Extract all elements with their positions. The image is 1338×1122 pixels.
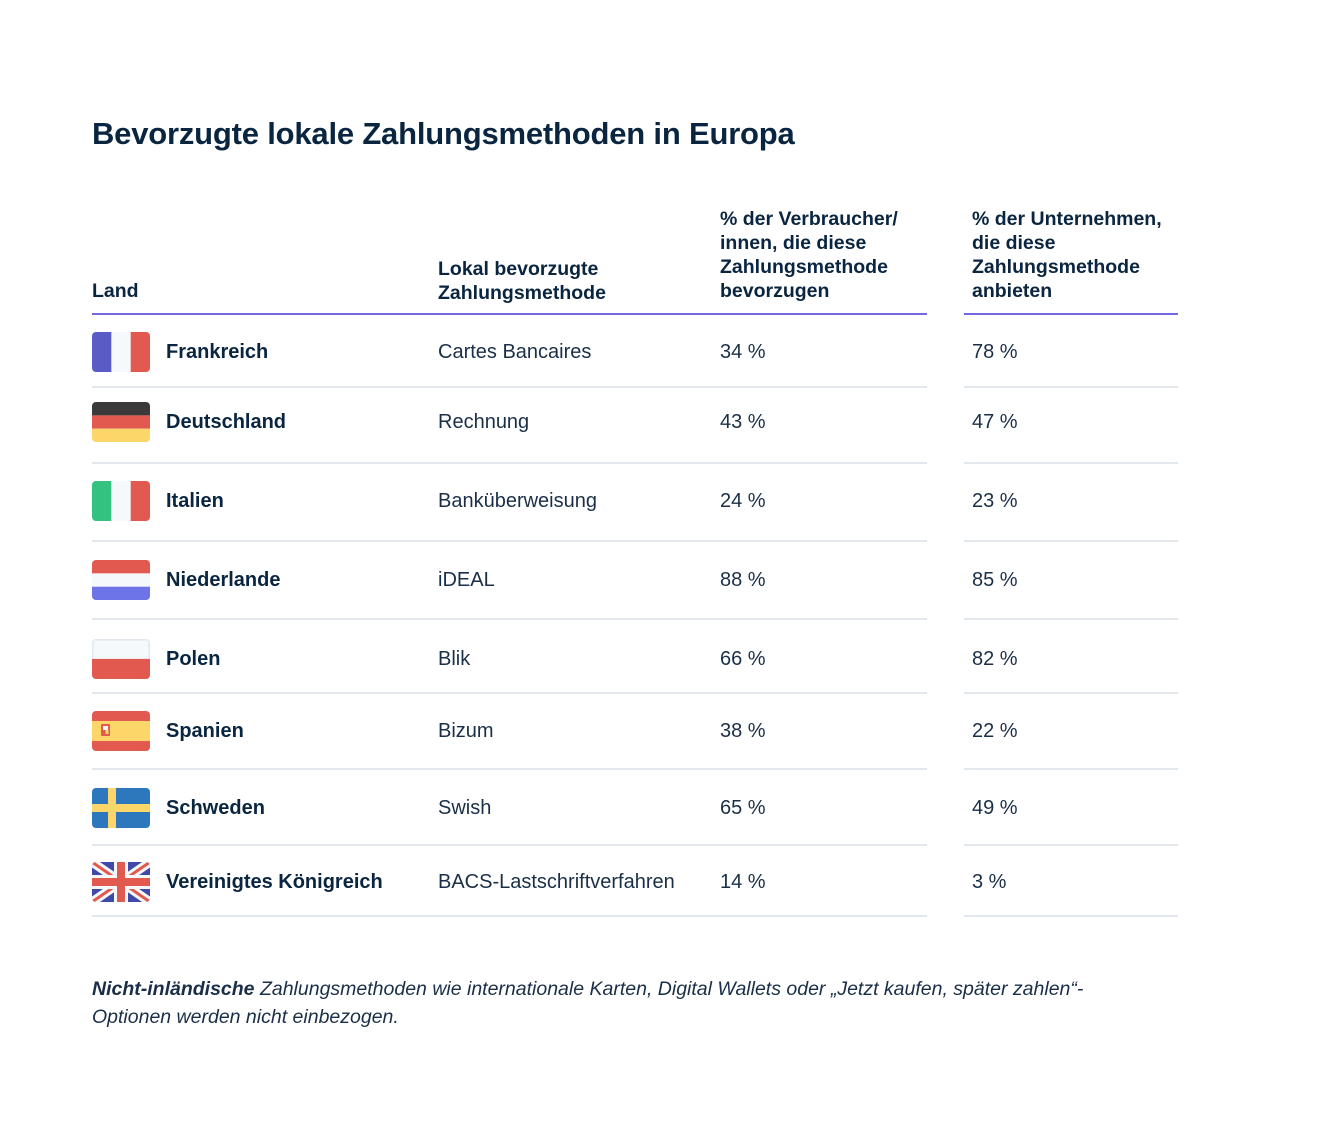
country-name: Spanien — [166, 720, 244, 742]
row-divider — [92, 915, 927, 917]
netherlands-flag-icon — [92, 560, 150, 600]
row-divider — [92, 768, 927, 770]
row-divider — [92, 844, 927, 846]
table-row: Italien Banküberweisung 24 % 23 % — [0, 481, 1338, 521]
business-share: 22 % — [972, 720, 1018, 742]
poland-flag-icon — [92, 639, 150, 679]
consumer-share: 34 % — [720, 341, 766, 363]
country-name: Italien — [166, 490, 224, 512]
footnote: Nicht-inländische Zahlungsmethoden wie i… — [92, 975, 1152, 1031]
table-row: Spanien Bizum 38 % 22 % — [0, 711, 1338, 751]
business-share: 49 % — [972, 797, 1018, 819]
payment-method: Swish — [438, 797, 492, 819]
row-divider — [964, 618, 1178, 620]
germany-flag-icon — [92, 402, 150, 442]
row-divider — [92, 462, 927, 464]
table-row: Niederlande iDEAL 88 % 85 % — [0, 560, 1338, 600]
table-row: Schweden Swish 65 % 49 % — [0, 788, 1338, 828]
business-share: 47 % — [972, 411, 1018, 433]
country-name: Niederlande — [166, 569, 281, 591]
row-divider — [964, 386, 1178, 388]
business-share: 3 % — [972, 871, 1007, 893]
payment-method: Blik — [438, 648, 471, 670]
payment-method: Rechnung — [438, 411, 530, 433]
country-name: Frankreich — [166, 341, 269, 363]
consumer-share: 14 % — [720, 871, 766, 893]
row-divider — [964, 692, 1178, 694]
payment-method: Cartes Bancaires — [438, 341, 592, 363]
consumer-share: 38 % — [720, 720, 766, 742]
header-method: Lokal bevorzugte Zahlungsmethode — [438, 258, 606, 304]
payment-method: iDEAL — [438, 569, 495, 591]
table-row: Vereinigtes Königreich BACS-Lastschriftv… — [0, 862, 1338, 902]
consumer-share: 66 % — [720, 648, 766, 670]
row-divider — [964, 540, 1178, 542]
consumer-share: 43 % — [720, 411, 766, 433]
row-divider — [92, 386, 927, 388]
page-title: Bevorzugte lokale Zahlungsmethoden in Eu… — [92, 116, 795, 151]
consumer-share: 88 % — [720, 569, 766, 591]
france-flag-icon — [92, 332, 150, 372]
payment-method: BACS-Lastschriftverfahren — [438, 871, 675, 893]
payment-method: Banküberweisung — [438, 490, 597, 512]
footnote-emphasis: Nicht-inländische — [92, 978, 255, 1000]
business-share: 78 % — [972, 341, 1018, 363]
payment-method: Bizum — [438, 720, 494, 742]
header-divider-left — [92, 313, 927, 315]
row-divider — [92, 692, 927, 694]
business-share: 85 % — [972, 569, 1018, 591]
consumer-share: 24 % — [720, 490, 766, 512]
uk-flag-icon — [92, 862, 150, 902]
table-row: Frankreich Cartes Bancaires 34 % 78 % — [0, 332, 1338, 372]
italy-flag-icon — [92, 481, 150, 521]
table-row: Polen Blik 66 % 82 % — [0, 639, 1338, 679]
row-divider — [964, 462, 1178, 464]
header-divider-right — [964, 313, 1178, 315]
country-name: Schweden — [166, 797, 265, 819]
spain-flag-icon — [92, 711, 150, 751]
row-divider — [92, 540, 927, 542]
country-name: Vereinigtes Königreich — [166, 871, 383, 893]
header-consumers: % der Verbraucher/ innen, die diese Zahl… — [720, 208, 898, 302]
country-name: Deutschland — [166, 411, 287, 433]
business-share: 82 % — [972, 648, 1018, 670]
row-divider — [92, 618, 927, 620]
row-divider — [964, 844, 1178, 846]
table-row: Deutschland Rechnung 43 % 47 % — [0, 402, 1338, 442]
business-share: 23 % — [972, 490, 1018, 512]
consumer-share: 65 % — [720, 797, 766, 819]
header-land: Land — [92, 280, 139, 302]
header-businesses: % der Unternehmen, die diese Zahlungsmet… — [972, 208, 1162, 302]
sweden-flag-icon — [92, 788, 150, 828]
footnote-text: Zahlungsmethoden wie internationale Kart… — [92, 978, 1084, 1028]
country-name: Polen — [166, 648, 221, 670]
row-divider — [964, 768, 1178, 770]
row-divider — [964, 915, 1178, 917]
